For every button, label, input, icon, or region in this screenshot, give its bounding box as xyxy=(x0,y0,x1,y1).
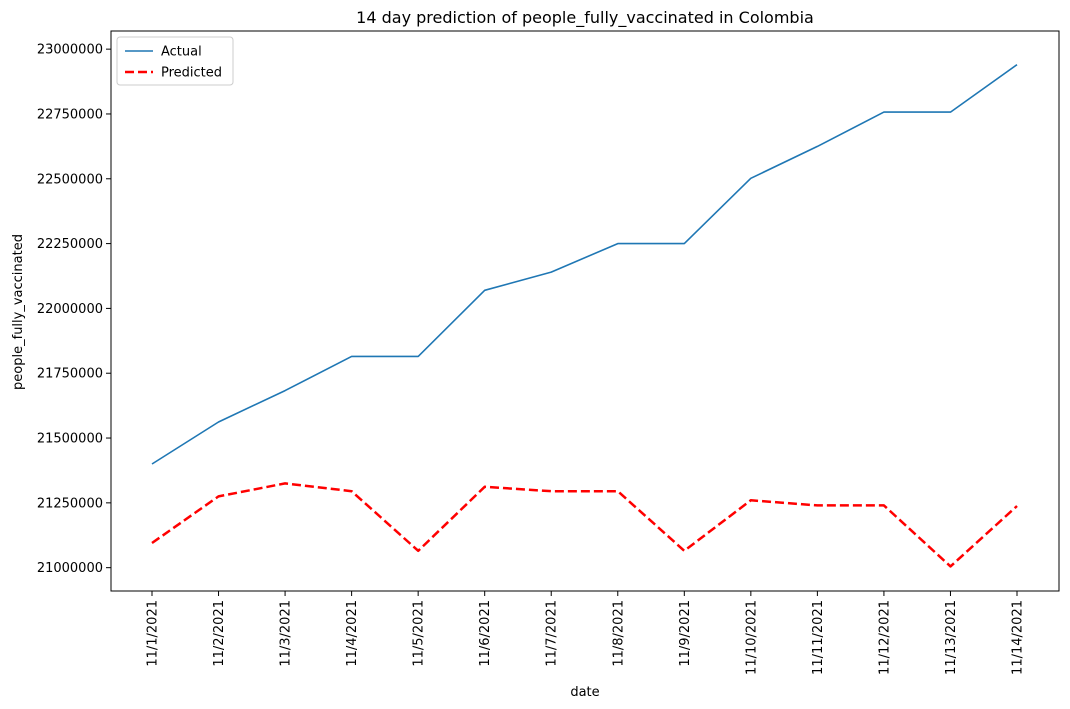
x-tick-label: 11/14/2021 xyxy=(1011,600,1026,675)
y-tick-label: 23000000 xyxy=(37,43,103,58)
y-tick-label: 21750000 xyxy=(37,367,103,382)
x-tick-label: 11/12/2021 xyxy=(877,600,892,675)
x-tick-label: 11/7/2021 xyxy=(545,600,560,667)
x-tick-label: 11/4/2021 xyxy=(345,600,360,667)
y-tick-label: 22500000 xyxy=(37,172,103,187)
x-tick-label: 11/6/2021 xyxy=(478,600,493,667)
x-tick-label: 11/1/2021 xyxy=(146,600,161,667)
y-tick-label: 22000000 xyxy=(37,302,103,317)
y-tick-label: 21500000 xyxy=(37,432,103,447)
series-line-predicted xyxy=(151,482,1018,568)
legend-label-predicted: Predicted xyxy=(161,66,222,81)
y-tick-label: 22250000 xyxy=(37,237,103,252)
x-tick-label: 11/10/2021 xyxy=(744,600,759,675)
x-tick-label: 11/3/2021 xyxy=(279,600,294,667)
plot-area: 21000000 21250000 21500000 21750000 22000000… xyxy=(37,43,1026,675)
x-tick-label: 11/5/2021 xyxy=(412,600,427,667)
legend-label-actual: Actual xyxy=(161,45,202,60)
y-tick-label: 22750000 xyxy=(37,107,103,122)
y-axis-label: people_fully_vaccinated xyxy=(11,234,26,390)
x-tick-label: 11/8/2021 xyxy=(611,600,626,667)
plot-frame xyxy=(110,30,1060,592)
series-line-actual xyxy=(151,64,1018,465)
x-tick-label: 11/13/2021 xyxy=(944,600,959,675)
chart-title: 14 day prediction of people_fully_vaccin… xyxy=(356,8,814,28)
x-axis-label: date xyxy=(570,685,599,700)
x-tick-label: 11/2/2021 xyxy=(212,600,227,667)
x-tick-label: 11/11/2021 xyxy=(811,600,826,675)
legend: Actual Predicted xyxy=(116,36,234,86)
x-tick-label: 11/9/2021 xyxy=(678,600,693,667)
y-tick-label: 21000000 xyxy=(37,561,103,576)
y-tick-label: 21250000 xyxy=(37,496,103,511)
